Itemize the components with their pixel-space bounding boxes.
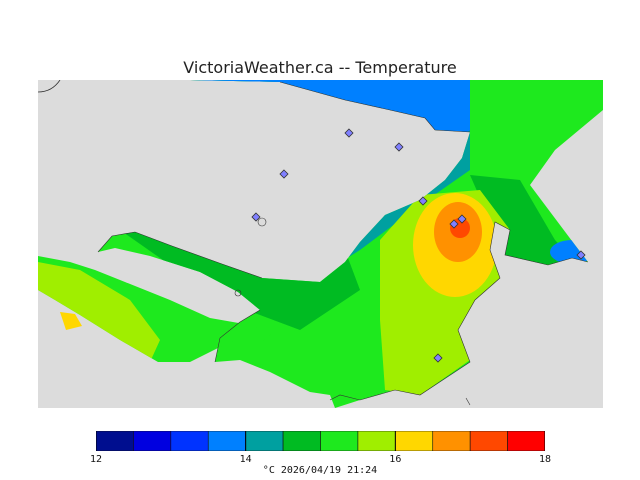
station-marker bbox=[418, 196, 428, 206]
units-timestamp: °C 2026/04/19 21:24 bbox=[262, 465, 378, 476]
colorbar-tick-label: 16 bbox=[389, 454, 402, 465]
map-title: VictoriaWeather.ca -- Temperature bbox=[183, 58, 457, 77]
colorbar-tick-label: 14 bbox=[239, 454, 252, 465]
colorbar-band bbox=[207, 431, 246, 451]
colorbar-band bbox=[96, 431, 134, 451]
weather-stations bbox=[251, 128, 586, 363]
colorbar-tick-label: 18 bbox=[538, 454, 552, 465]
station-marker bbox=[251, 212, 261, 222]
colorbar-band bbox=[507, 431, 545, 451]
temperature-map bbox=[38, 80, 603, 408]
colorbar-band bbox=[469, 431, 508, 451]
colorbar-band bbox=[245, 431, 284, 451]
warm-spot-west bbox=[60, 312, 82, 330]
colorbar-band bbox=[357, 431, 396, 451]
colorbar-band bbox=[432, 431, 471, 451]
coastline bbox=[97, 81, 589, 406]
station-marker bbox=[344, 128, 354, 138]
colorbar-band bbox=[320, 431, 359, 451]
colorbar bbox=[96, 431, 545, 451]
station-marker bbox=[433, 353, 443, 363]
station-ring bbox=[257, 217, 267, 227]
colorbar-band bbox=[133, 431, 172, 451]
station-ring bbox=[234, 289, 242, 297]
colorbar-band bbox=[170, 431, 209, 451]
station-marker bbox=[576, 250, 586, 260]
station-marker bbox=[449, 219, 459, 229]
corner-arc bbox=[38, 80, 61, 93]
station-marker bbox=[457, 214, 467, 224]
station-marker bbox=[279, 169, 289, 179]
colorbar-tick-label: 12 bbox=[89, 454, 103, 465]
colorbar-band bbox=[395, 431, 434, 451]
station-marker bbox=[394, 142, 404, 152]
colorbar-band bbox=[282, 431, 321, 451]
